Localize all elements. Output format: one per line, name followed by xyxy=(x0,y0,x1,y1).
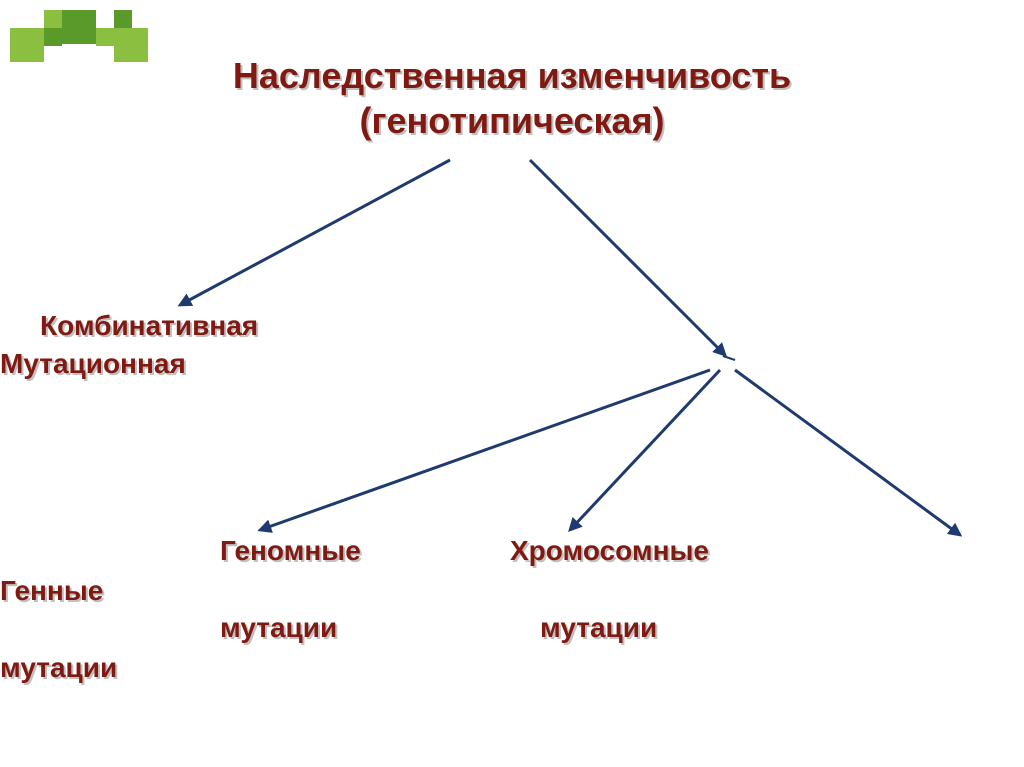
node-mutational: Мутационная xyxy=(0,348,186,380)
deco-square xyxy=(44,28,62,46)
deco-square xyxy=(62,10,96,44)
node-chromosomal-1: Хромосомные xyxy=(510,535,709,567)
node-genomic-1: Геномные xyxy=(220,535,361,567)
deco-square xyxy=(114,10,132,28)
title-line-2: (генотипическая) xyxy=(0,100,1024,142)
node-combinative: Комбинативная xyxy=(40,310,258,342)
title-line-1: Наследственная изменчивость xyxy=(0,55,1024,97)
node-gene-2: мутации xyxy=(0,652,117,684)
deco-square xyxy=(44,10,62,28)
node-gene-1: Генные xyxy=(0,575,103,607)
node-chromosomal-2: мутации xyxy=(540,612,657,644)
deco-square xyxy=(96,28,114,46)
node-genomic-2: мутации xyxy=(220,612,337,644)
